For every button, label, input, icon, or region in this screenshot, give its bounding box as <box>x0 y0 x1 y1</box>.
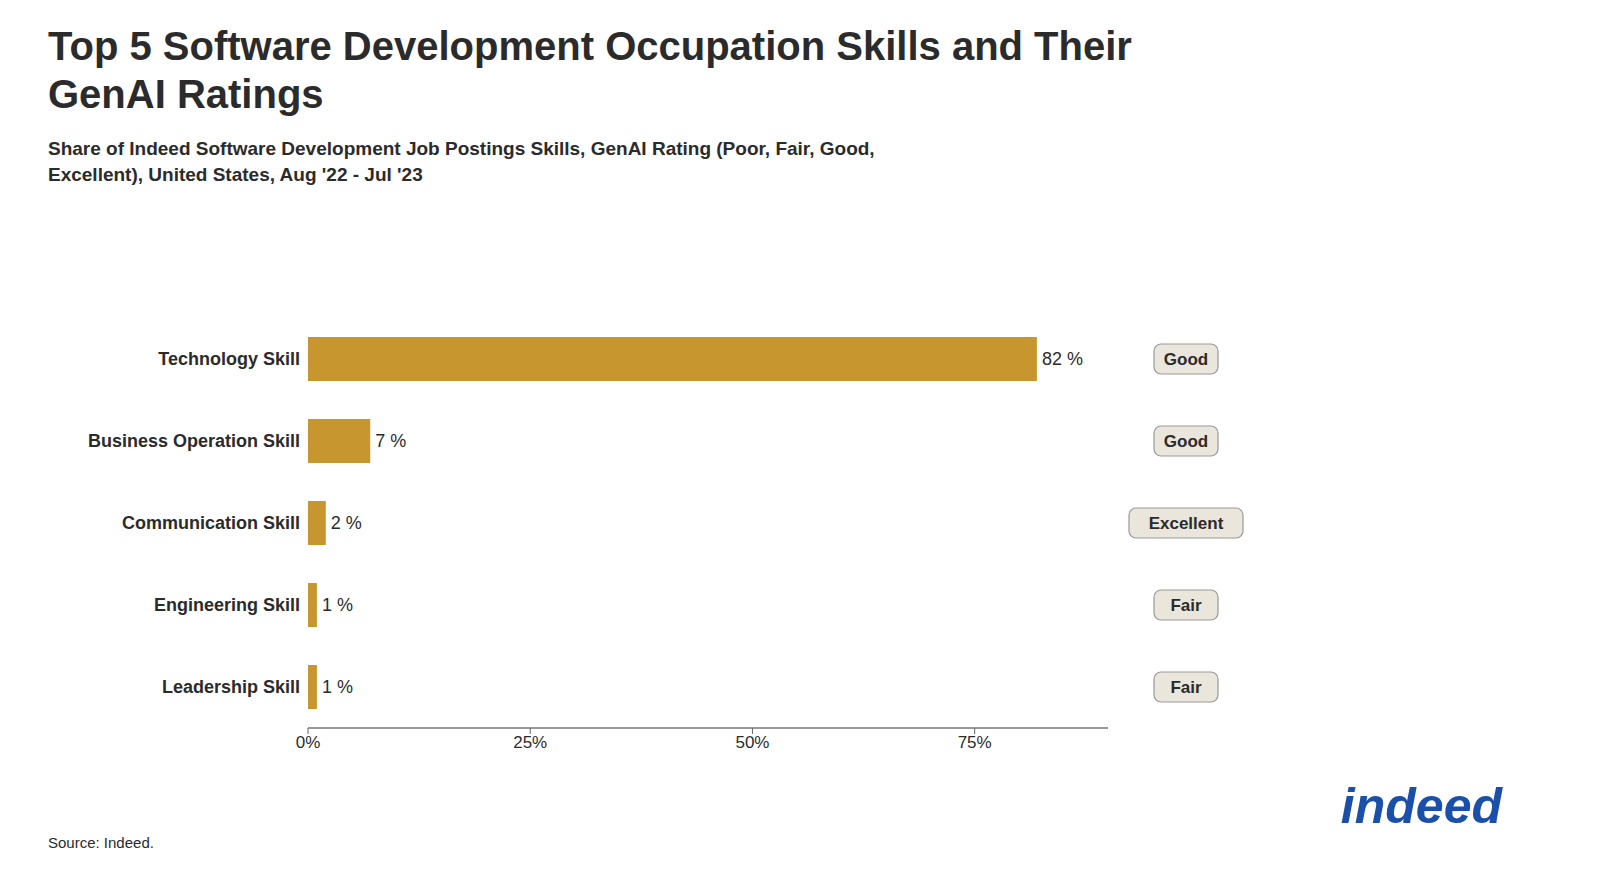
svg-text:Communication Skill: Communication Skill <box>122 513 300 533</box>
svg-text:0%: 0% <box>296 733 321 752</box>
svg-text:25%: 25% <box>513 733 547 752</box>
svg-text:75%: 75% <box>958 733 992 752</box>
svg-text:Excellent: Excellent <box>1149 514 1224 533</box>
svg-text:Leadership Skill: Leadership Skill <box>162 677 300 697</box>
html-text:Source: Indeed.: Source: Indeed. <box>48 834 154 851</box>
svg-text:7 %: 7 % <box>375 431 406 451</box>
svg-text:Engineering Skill: Engineering Skill <box>154 595 300 615</box>
svg-text:50%: 50% <box>735 733 769 752</box>
svg-text:Fair: Fair <box>1170 596 1202 615</box>
svg-text:82 %: 82 % <box>1042 349 1083 369</box>
svg-text:Good: Good <box>1164 432 1208 451</box>
svg-text:1 %: 1 % <box>322 677 353 697</box>
svg-text:Business Operation Skill: Business Operation Skill <box>88 431 300 451</box>
svg-text:Good: Good <box>1164 350 1208 369</box>
svg-text:Technology Skill: Technology Skill <box>158 349 300 369</box>
html-text:Top 5 Software Development Occ: Top 5 Software Development Occupation Sk… <box>48 24 1132 116</box>
html-text:Share of Indeed Software Devel: Share of Indeed Software Development Job… <box>48 138 875 185</box>
html-text:indeed: indeed <box>1340 778 1502 834</box>
svg-text:Fair: Fair <box>1170 678 1202 697</box>
svg-text:1 %: 1 % <box>322 595 353 615</box>
svg-text:2 %: 2 % <box>331 513 362 533</box>
